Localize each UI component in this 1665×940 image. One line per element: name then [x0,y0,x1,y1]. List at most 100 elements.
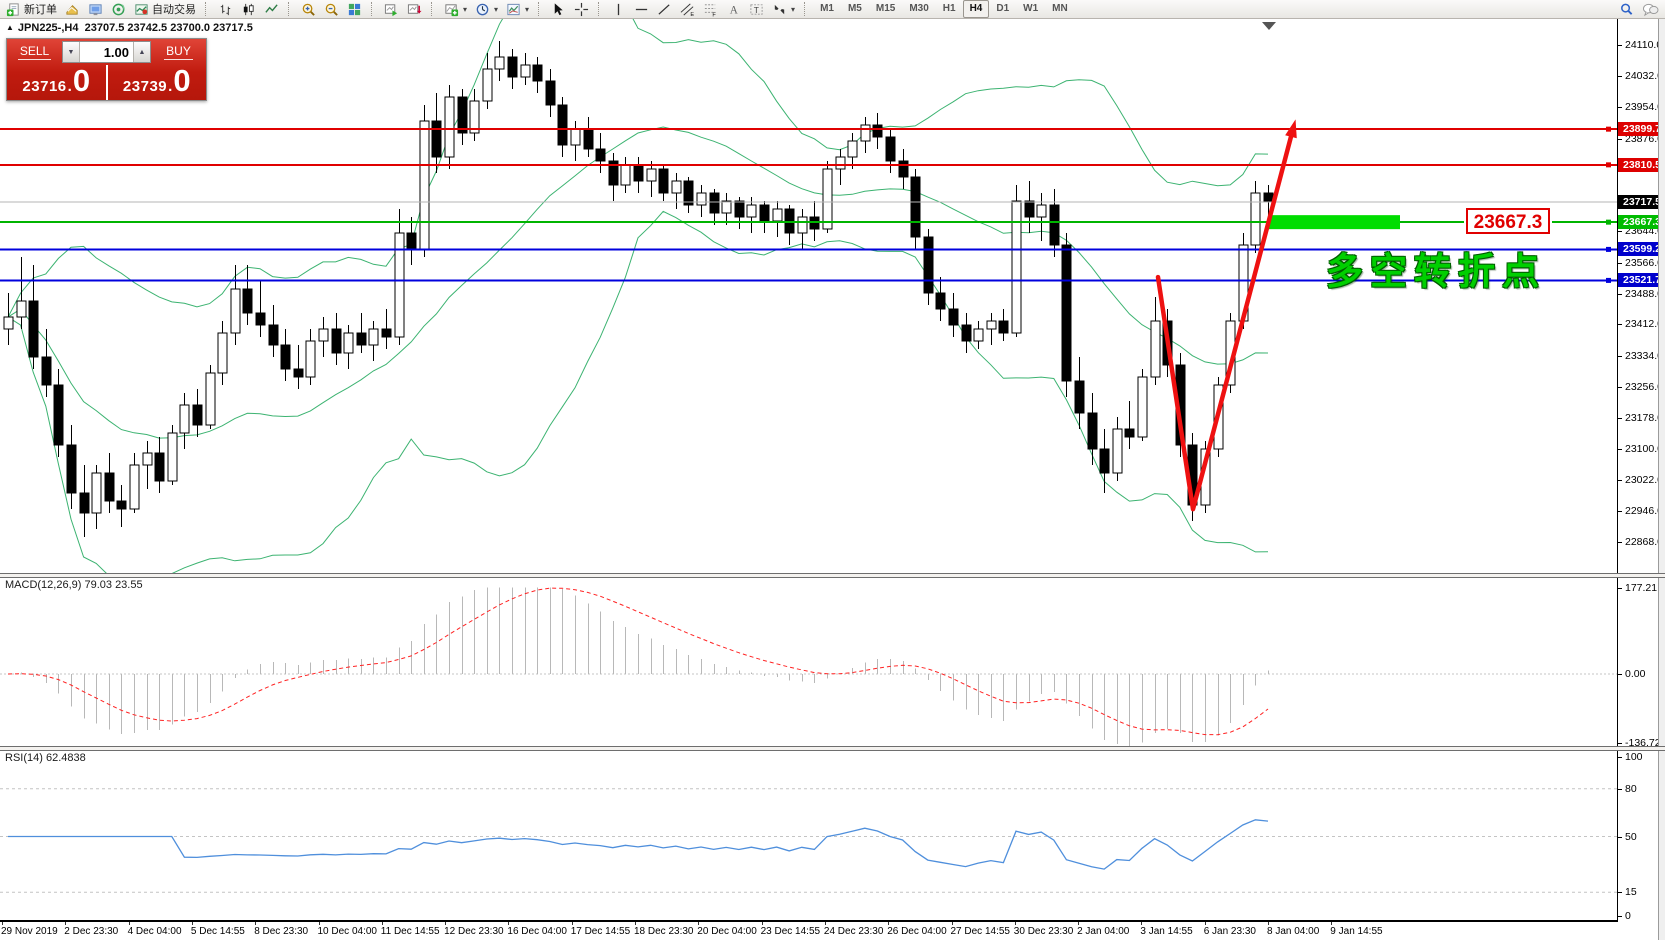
search-icon [1619,2,1634,17]
candlestick-icon [241,2,256,17]
new-chart-button[interactable] [61,0,84,19]
price-axis-tick: 23566.0 [1618,257,1663,269]
new-order-button[interactable]: 新订单 [2,0,61,19]
tile-windows-icon [347,2,362,17]
line-chart-button[interactable] [260,0,283,19]
date-label: 23 Dec 14:55 [760,926,821,937]
macd-pane[interactable] [0,576,1617,746]
text-label-button[interactable]: T [745,0,768,19]
svg-text:F: F [712,12,716,16]
horizontal-line-button[interactable] [630,0,653,19]
zoom-in-button[interactable] [297,0,320,19]
price-divider [105,65,108,100]
date-tick [1204,922,1206,925]
cursor-button[interactable] [547,0,570,19]
arrows-button[interactable]: ▾ [768,0,799,19]
equidistant-channel-icon: E [680,2,695,17]
timeframe-W1[interactable]: W1 [1023,3,1039,14]
timeframe-M5[interactable]: M5 [847,3,862,14]
dropdown-arrow-icon: ▾ [494,4,499,14]
svg-text:T: T [754,4,759,14]
symbol-info-bar[interactable]: ▲ JPN225-,H4 23707.5 23742.5 23700.0 2371… [6,22,253,34]
zoom-out-icon [324,2,339,17]
volume-decrease-button[interactable]: ▼ [63,42,80,62]
date-tick [1014,922,1016,925]
cursor-icon [551,2,566,17]
vertical-line-icon [611,2,626,17]
new-order-label: 新订单 [24,4,57,16]
chat-button[interactable] [1638,0,1663,19]
dropdown-arrow-icon: ▾ [791,4,796,14]
new-order-icon [6,2,21,17]
indicators-button[interactable]: ▾ [440,0,471,19]
timeframe-H1[interactable]: H1 [942,3,956,14]
equidistant-channel-button[interactable]: E [676,0,699,19]
date-label: 24 Dec 23:30 [823,926,884,937]
trendline-button[interactable] [653,0,676,19]
timeframe-D1[interactable]: D1 [996,3,1010,14]
toolbar-separator [431,2,435,16]
symbol-name: JPN225-,H4 [17,22,79,34]
clock-icon [475,2,490,17]
symbol-ohlc-values: 23707.5 23742.5 23700.0 23717.5 [84,22,253,34]
volume-input[interactable]: 1.00 [80,42,133,62]
date-tick [1078,922,1080,925]
date-tick [761,922,763,925]
indicators-icon [444,2,459,17]
timeframe-MN[interactable]: MN [1052,3,1068,14]
price-axis-tick: 22868.0 [1618,536,1663,548]
timeframe-M30[interactable]: M30 [909,3,929,14]
candlestick-button[interactable] [237,0,260,19]
vertical-line-button[interactable] [607,0,630,19]
date-label: 2 Jan 04:00 [1077,926,1130,937]
date-tick [951,922,953,925]
fibonacci-button[interactable]: F [699,0,722,19]
text-button[interactable]: A [722,0,745,19]
buy-button[interactable]: BUY [164,44,193,60]
horizontal-line-icon [634,2,649,17]
market-watch-button[interactable] [107,0,130,19]
search-button[interactable] [1615,0,1638,19]
zoom-out-button[interactable] [320,0,343,19]
periods-button[interactable]: ▾ [471,0,502,19]
date-label: 8 Dec 23:30 [254,926,309,937]
price-axis[interactable]: 24110.024032.023954.023876.023800.023644… [1617,18,1663,922]
date-label: 2 Dec 23:30 [64,926,119,937]
date-tick [128,922,130,925]
date-axis[interactable]: 29 Nov 2019 2 Dec 23:30 4 Dec 04:00 5 Dec 1… [0,921,1617,940]
pane-separator[interactable] [0,746,1665,751]
one-click-trading-panel: SELL ▼ 1.00 ▲ BUY 23716. 0 23739. 0 [6,38,207,101]
templates-button[interactable]: ▾ [502,0,533,19]
rsi-pane[interactable] [0,749,1617,921]
tile-windows-button[interactable] [343,0,366,19]
volume-increase-button[interactable]: ▲ [133,42,150,62]
timeframe-M1[interactable]: M1 [820,3,834,14]
collapse-panel-icon[interactable]: ▲ [6,23,14,32]
bar-chart-button[interactable] [214,0,237,19]
price-axis-tick: -136.72 [1618,737,1661,749]
crosshair-button[interactable] [570,0,593,19]
chart-shift-button[interactable] [403,0,426,19]
date-tick [635,922,636,925]
price-axis-tick: 15 [1618,886,1659,898]
price-axis-tick: 23256.0 [1618,381,1663,393]
date-label: 27 Dec 14:55 [950,926,1011,937]
auto-scroll-button[interactable] [380,0,403,19]
auto-trading-button[interactable]: 自动交易 [130,0,200,19]
pane-separator[interactable] [0,573,1665,578]
sell-button[interactable]: SELL [17,44,52,60]
date-tick [508,922,510,925]
profiles-button[interactable] [84,0,107,19]
price-axis-tick: 0 [1618,910,1659,922]
svg-text:A: A [730,4,739,16]
date-label: 4 Dec 04:00 [127,926,182,937]
market-watch-icon [111,2,126,17]
date-tick [698,922,700,925]
toolbar-separator [371,2,375,16]
main-chart[interactable] [0,18,1617,573]
timeframe-M15[interactable]: M15 [875,3,896,14]
timeframe-H4[interactable]: H4 [962,0,990,18]
text-icon: A [726,2,741,17]
buy-price[interactable]: 23739. 0 [122,63,191,98]
sell-price[interactable]: 23716. 0 [22,63,91,98]
